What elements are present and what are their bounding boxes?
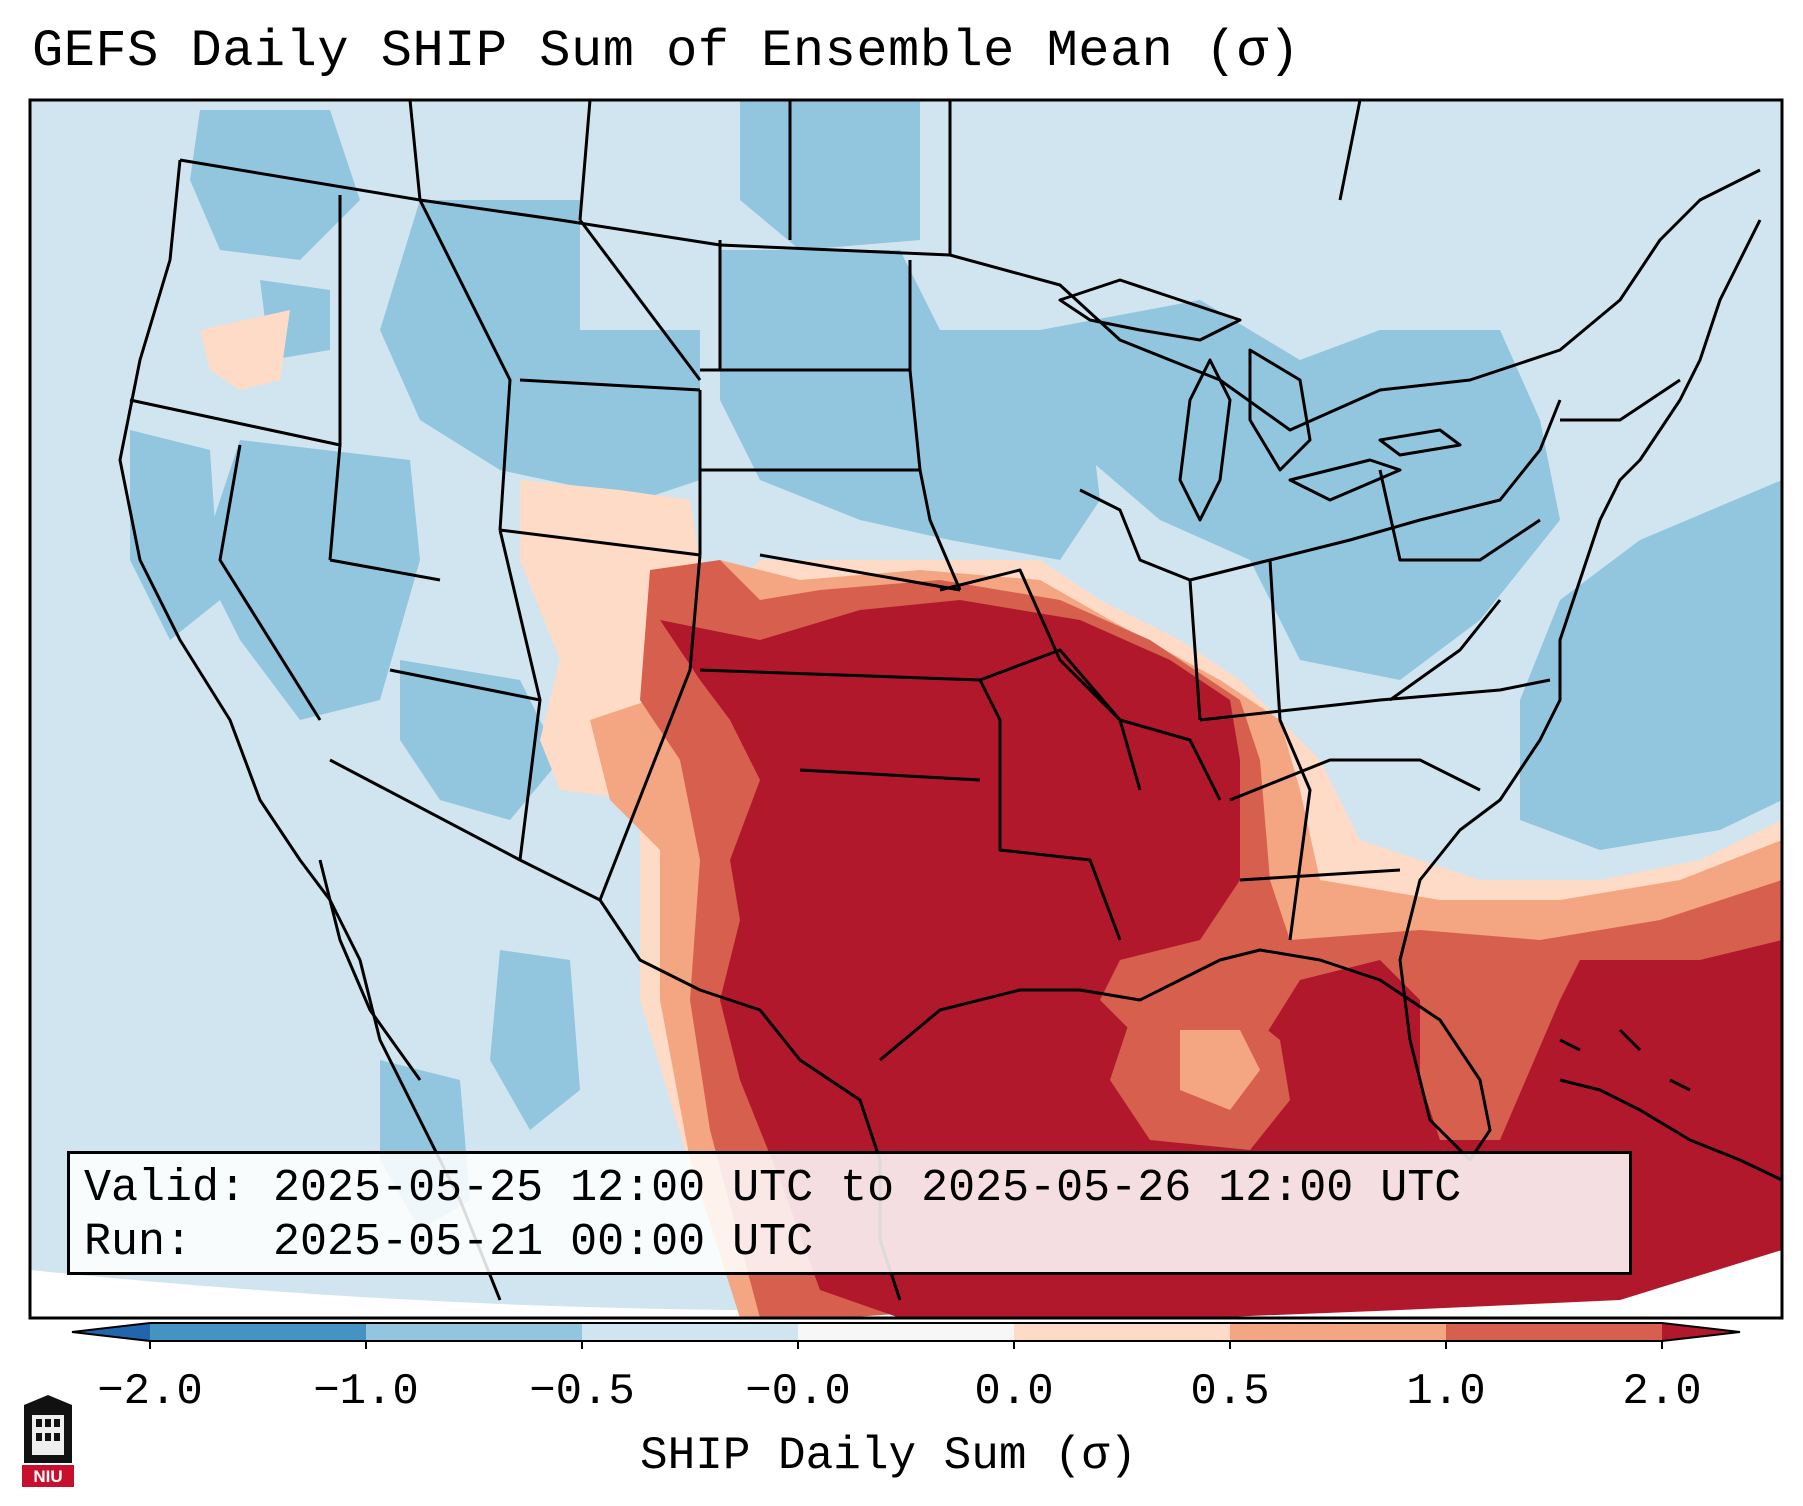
colorbar-tick-label: 0.5 — [1190, 1367, 1270, 1417]
us-gulf-coast — [879, 948, 1492, 1162]
colorbar-tick-label: −1.0 — [313, 1367, 419, 1417]
chart-title: GEFS Daily SHIP Sum of Ensemble Mean (σ) — [32, 22, 1301, 81]
west-coast — [118, 159, 502, 1301]
valid-row: Valid: 2025-05-25 12:00 UTC to 2025-05-2… — [84, 1162, 1615, 1216]
atlantic-coast — [1398, 219, 1762, 1041]
state-borders — [129, 195, 1681, 941]
colorbar-bin — [798, 1323, 1014, 1341]
us-canada-border — [179, 158, 1761, 432]
baja-coast — [318, 859, 422, 1081]
valid-label: Valid: — [84, 1163, 247, 1214]
colorbar-tick-label: −2.0 — [97, 1367, 203, 1417]
lake-michigan — [1178, 358, 1232, 522]
boundaries — [118, 100, 1782, 1301]
colorbar-tick-label: −0.0 — [745, 1367, 851, 1417]
lake-erie — [1288, 458, 1402, 502]
run-label: Run: — [84, 1217, 193, 1268]
cuba — [1559, 1078, 1782, 1182]
colorbar-bin — [1014, 1323, 1230, 1341]
colorbar-bin — [1230, 1323, 1446, 1341]
niu-seal-icon: NIU — [22, 1395, 74, 1487]
map-frame — [28, 98, 1784, 1320]
valid-value: 2025-05-25 12:00 UTC to 2025-05-26 12:00… — [273, 1163, 1462, 1214]
info-box: Valid: 2025-05-25 12:00 UTC to 2025-05-2… — [67, 1151, 1632, 1275]
lake-superior — [1058, 278, 1242, 342]
colorbar-under-extension — [72, 1323, 150, 1341]
colorbar-tick-label: 1.0 — [1406, 1367, 1486, 1417]
colorbar-bin — [582, 1323, 798, 1341]
colorbar-bin — [1446, 1323, 1662, 1341]
colorbar — [71, 1322, 1741, 1349]
bahamas — [1559, 1028, 1691, 1092]
colorbar-bin — [150, 1323, 366, 1341]
run-value: 2025-05-21 00:00 UTC — [273, 1217, 814, 1268]
colorbar-tick-label: −0.5 — [529, 1367, 635, 1417]
map-panel — [30, 100, 1782, 1318]
field-strong-positive — [660, 600, 1782, 1318]
colorbar-bin — [366, 1323, 582, 1341]
canada-provinces — [408, 100, 1362, 255]
run-row: Run: 2025-05-21 00:00 UTC — [84, 1216, 1615, 1270]
lake-huron — [1248, 348, 1312, 472]
lake-ontario — [1378, 428, 1462, 457]
gulf-patch-inner — [1180, 1030, 1260, 1110]
niu-logo-text: NIU — [33, 1467, 62, 1486]
colorbar-label: SHIP Daily Sum (σ) — [640, 1430, 1137, 1482]
colorbar-tick-label: 0.0 — [974, 1367, 1054, 1417]
colorbar-tick-label: 2.0 — [1622, 1367, 1702, 1417]
colorbar-over-extension — [1662, 1323, 1740, 1341]
